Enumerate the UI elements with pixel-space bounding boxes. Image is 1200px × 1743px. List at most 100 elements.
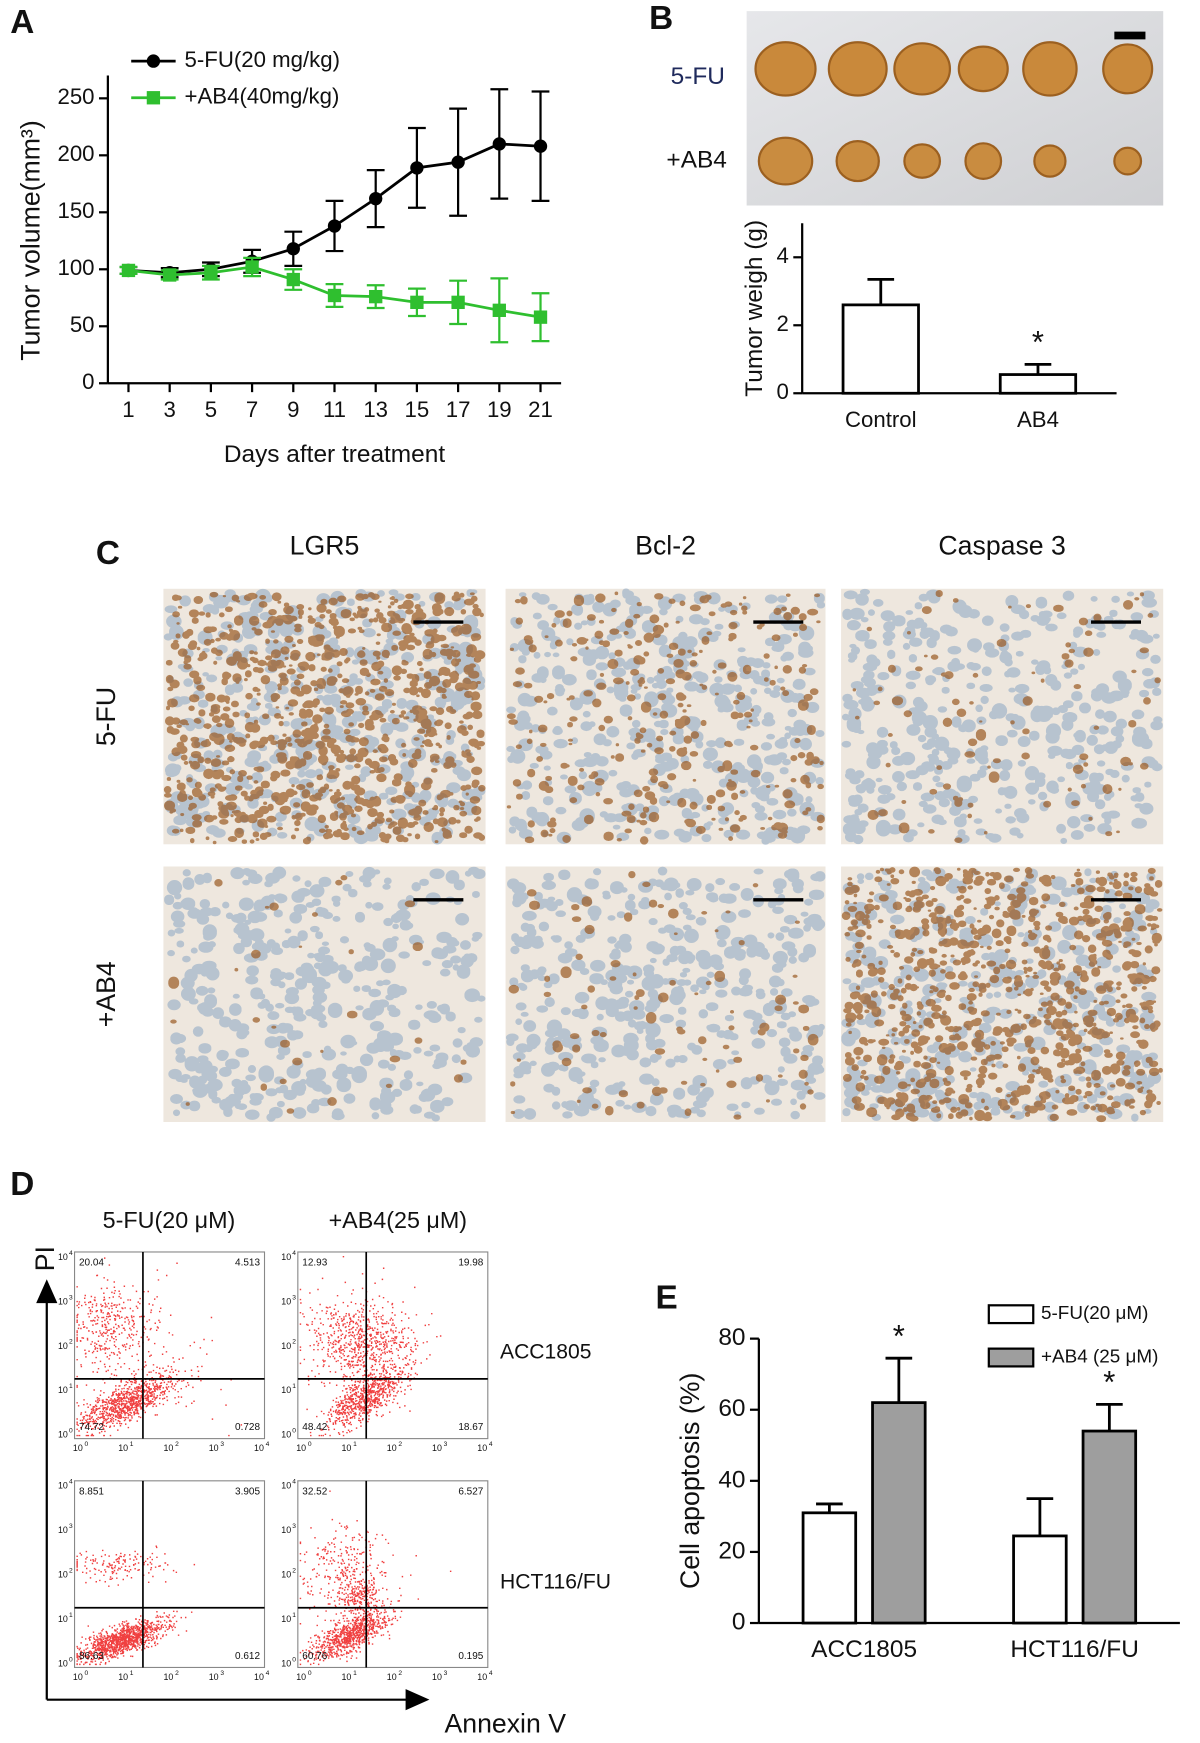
panel-letter: E [656, 1280, 678, 1317]
error-bar [867, 277, 895, 305]
bar [1081, 1429, 1138, 1625]
quadrant-value: 0.612 [235, 1651, 260, 1662]
x-tick-exponent: 2 [398, 1441, 402, 1448]
y-tick-label: 10 [281, 1614, 291, 1624]
tumor [957, 45, 1009, 93]
y-tick-exponent: 1 [292, 1612, 296, 1619]
tissue-texture [164, 866, 486, 1122]
legend-swatch [987, 1304, 1035, 1325]
y-tick-label: 100 [57, 255, 94, 280]
y-tick-exponent: 3 [69, 1294, 73, 1301]
row-label: 5-FU [91, 687, 121, 746]
marker [369, 289, 383, 304]
x-tick-label: 10 [477, 1443, 487, 1453]
y-tick-exponent: 4 [292, 1479, 296, 1486]
y-tick-label: 0 [732, 1608, 746, 1635]
x-tick-exponent: 0 [85, 1670, 89, 1677]
x-tick-exponent: 2 [175, 1670, 179, 1677]
y-tick-exponent: 3 [292, 1523, 296, 1530]
tissue-texture [508, 870, 819, 1120]
y-tick-label: 10 [281, 1658, 291, 1668]
tumor [835, 139, 880, 183]
legend-swatch [987, 1347, 1035, 1368]
quadrant-value: 60.76 [302, 1651, 327, 1662]
x-tick-label: 10 [432, 1443, 442, 1453]
column-label: 5-FU(20 μM) [103, 1207, 236, 1233]
tumor [1022, 41, 1078, 97]
x-tick-exponent: 4 [266, 1441, 270, 1448]
y-tick-exponent: 2 [292, 1339, 296, 1346]
x-tick-label: 5 [205, 397, 217, 422]
marker [410, 295, 424, 310]
y-tick-label: 80 [718, 1324, 745, 1351]
row-label: ACC1805 [500, 1341, 591, 1364]
tumor [1033, 144, 1067, 178]
quadrant-value: 86.63 [79, 1651, 104, 1662]
axis-title: PI [30, 1246, 60, 1271]
tissue-texture [163, 588, 486, 845]
x-tick-label: 9 [287, 397, 299, 422]
x-tick-exponent: 0 [308, 1670, 312, 1677]
marker [492, 303, 506, 317]
y-tick-label: 10 [58, 1658, 68, 1668]
x-tick-exponent: 3 [444, 1441, 448, 1448]
y-tick-label: 50 [70, 312, 95, 337]
quadrant-value: 0.728 [235, 1422, 260, 1433]
y-tick-label: 40 [718, 1466, 745, 1493]
column-label: +AB4(25 μM) [329, 1207, 467, 1233]
flow-plot [297, 1251, 489, 1440]
y-tick-label: 150 [57, 198, 94, 223]
y-tick-label: 10 [281, 1430, 291, 1440]
bar [871, 1401, 927, 1625]
tumor-photo [746, 11, 1164, 206]
tissue-texture [163, 591, 486, 845]
x-tick-exponent: 4 [489, 1670, 493, 1677]
tumor [827, 41, 888, 97]
error-bar [1026, 1497, 1054, 1536]
bar [998, 373, 1078, 395]
y-tick-exponent: 3 [292, 1294, 296, 1301]
x-tick-label: 10 [118, 1672, 128, 1682]
x-tick-exponent: 3 [444, 1670, 448, 1677]
quadrant-value: 0.195 [458, 1651, 483, 1662]
x-tick-exponent: 1 [130, 1441, 134, 1448]
y-tick-label: 10 [58, 1481, 68, 1491]
legend-label: +AB4(40mg/kg) [185, 84, 340, 109]
x-tick-label: 19 [487, 397, 512, 422]
marker [286, 242, 300, 256]
bar [841, 303, 920, 395]
y-tick-exponent: 1 [69, 1383, 73, 1390]
error-bar [1096, 1403, 1123, 1432]
y-tick-label: 2 [776, 311, 788, 336]
x-tick-label: 17 [446, 397, 471, 422]
y-tick-exponent: 0 [292, 1656, 296, 1663]
x-tick-label: 13 [363, 397, 388, 422]
column-label: Caspase 3 [938, 531, 1065, 561]
marker [492, 137, 506, 151]
axis-arrow [36, 1279, 58, 1700]
tumor [1102, 43, 1154, 95]
x-tick-label: 10 [341, 1443, 351, 1453]
x-tick-exponent: 0 [308, 1441, 312, 1448]
error-bar [885, 1356, 913, 1403]
significance-mark: * [893, 1318, 905, 1353]
y-tick-exponent: 2 [69, 1568, 73, 1575]
x-tick-label: 10 [209, 1443, 219, 1453]
quadrant-value: 19.98 [458, 1258, 483, 1269]
tumor [903, 143, 942, 179]
panel-letter: D [10, 1166, 34, 1203]
bar [801, 1511, 858, 1625]
tumor [754, 41, 817, 97]
y-tick-exponent: 0 [69, 1428, 73, 1435]
y-tick-exponent: 2 [69, 1339, 73, 1346]
y-tick-exponent: 1 [69, 1612, 73, 1619]
quadrant-value: 8.851 [79, 1487, 104, 1498]
marker [533, 139, 548, 153]
tumor [964, 142, 1003, 180]
axis-title: Annexin V [444, 1708, 566, 1738]
y-tick-exponent: 4 [69, 1250, 73, 1257]
y-tick-label: 10 [58, 1252, 68, 1262]
legend-marker [146, 91, 161, 105]
y-tick-exponent: 4 [69, 1479, 73, 1486]
x-tick-label: 10 [296, 1672, 306, 1682]
